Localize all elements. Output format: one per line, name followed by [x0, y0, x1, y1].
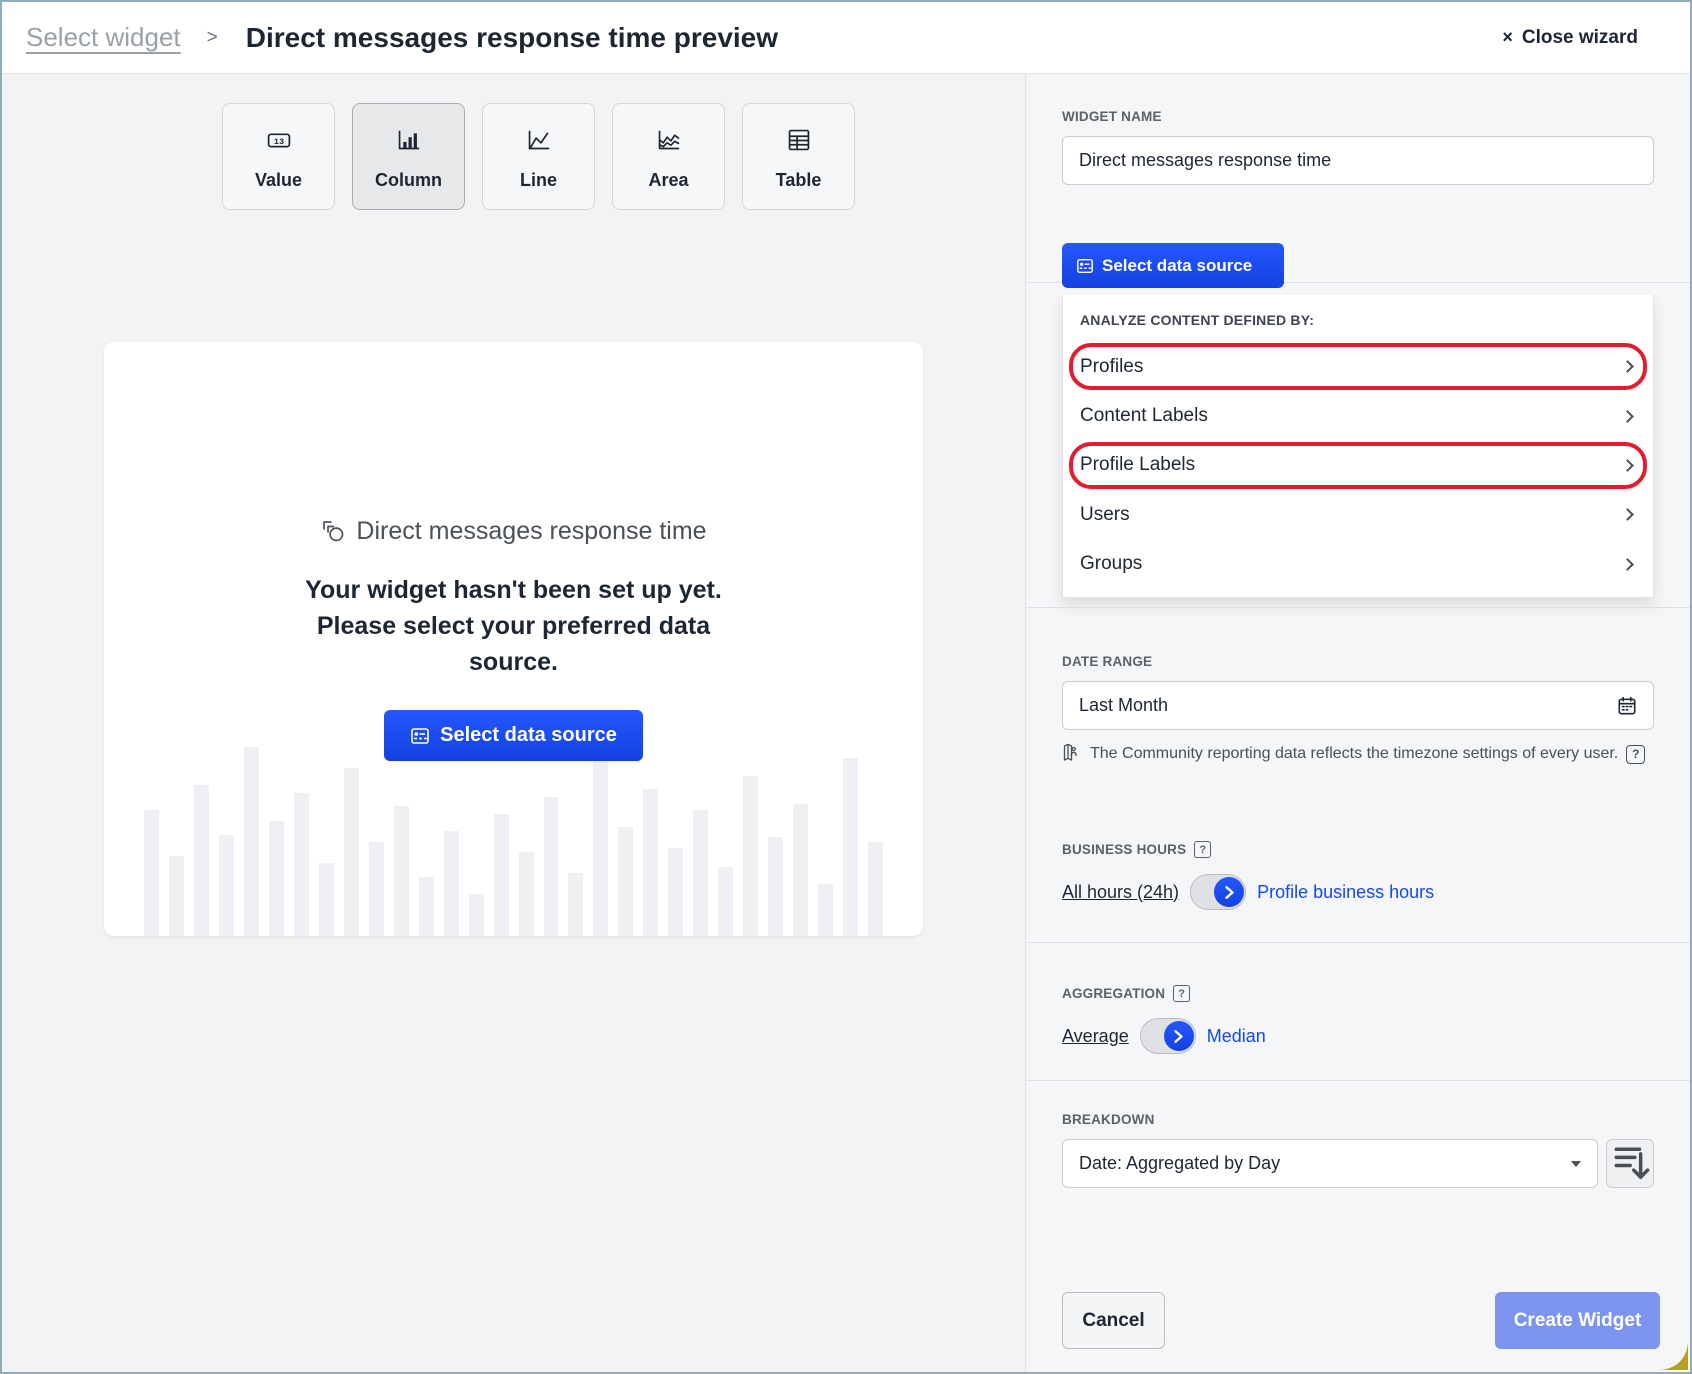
svg-text:13: 13 — [273, 136, 283, 146]
